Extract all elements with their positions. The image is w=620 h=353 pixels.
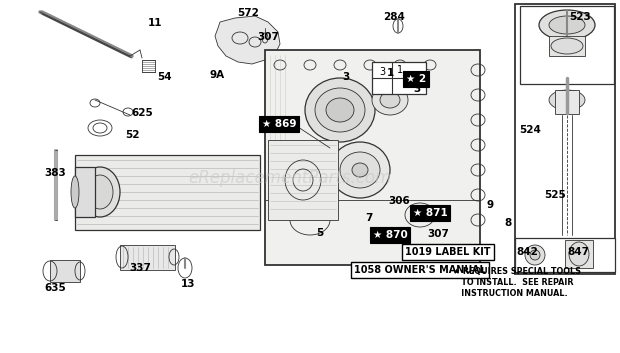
Text: 1: 1	[386, 68, 394, 78]
Bar	[265, 50, 480, 265]
Text: 525: 525	[544, 190, 566, 200]
Text: 1019 LABEL KIT: 1019 LABEL KIT	[405, 247, 491, 257]
Text: 524: 524	[519, 125, 541, 135]
Text: ★ 871: ★ 871	[413, 208, 448, 218]
Text: 307: 307	[257, 32, 279, 42]
Ellipse shape	[551, 38, 583, 54]
Bar	[515, 4, 615, 274]
Ellipse shape	[557, 94, 577, 106]
Text: 847: 847	[567, 247, 589, 257]
Ellipse shape	[539, 10, 595, 40]
Ellipse shape	[549, 16, 585, 34]
Text: 842: 842	[516, 247, 538, 257]
Bar	[515, 238, 615, 272]
Bar	[50, 260, 80, 282]
Text: 284: 284	[383, 12, 405, 22]
Ellipse shape	[372, 85, 408, 115]
Text: 3: 3	[414, 80, 420, 90]
Text: 11: 11	[148, 18, 162, 28]
Text: 3: 3	[414, 84, 420, 94]
Bar	[549, 36, 585, 56]
Text: 383: 383	[44, 168, 66, 178]
Ellipse shape	[87, 175, 113, 209]
Bar	[268, 140, 338, 220]
Ellipse shape	[340, 152, 380, 188]
Text: 625: 625	[131, 108, 153, 118]
Bar	[75, 167, 95, 217]
Text: 3: 3	[342, 72, 350, 82]
Text: 1: 1	[397, 65, 403, 75]
Text: 9A: 9A	[210, 70, 224, 80]
Text: 54: 54	[157, 72, 172, 82]
Text: ★ 869: ★ 869	[262, 119, 296, 129]
Text: 9: 9	[487, 200, 494, 210]
Ellipse shape	[549, 90, 585, 110]
Ellipse shape	[305, 78, 375, 142]
Text: eReplacementParts.com: eReplacementParts.com	[188, 169, 392, 187]
Text: 10: 10	[471, 244, 485, 254]
Ellipse shape	[71, 176, 79, 208]
Text: 13: 13	[181, 279, 195, 289]
Ellipse shape	[530, 250, 540, 260]
Text: ★ 2: ★ 2	[406, 74, 426, 84]
Ellipse shape	[326, 98, 354, 122]
Text: 337: 337	[129, 263, 151, 273]
Ellipse shape	[569, 242, 589, 266]
Text: INSTRUCTION MANUAL.: INSTRUCTION MANUAL.	[453, 289, 568, 298]
Bar	[565, 240, 593, 268]
Text: 635: 635	[44, 283, 66, 293]
Bar	[372, 62, 426, 94]
Text: 8: 8	[505, 218, 511, 228]
Bar	[555, 90, 579, 114]
Bar	[520, 6, 614, 84]
Ellipse shape	[330, 142, 390, 198]
Text: ★ 870: ★ 870	[373, 230, 407, 240]
Text: TO INSTALL.  SEE REPAIR: TO INSTALL. SEE REPAIR	[453, 278, 574, 287]
Bar	[75, 155, 260, 230]
Text: 52: 52	[125, 130, 140, 140]
Ellipse shape	[80, 167, 120, 217]
Ellipse shape	[380, 92, 400, 108]
Text: 572: 572	[237, 8, 259, 18]
Text: 307: 307	[427, 229, 449, 239]
Text: ★ REQUIRES SPECIAL TOOLS: ★ REQUIRES SPECIAL TOOLS	[453, 267, 581, 276]
Text: 306: 306	[388, 196, 410, 206]
Text: 7: 7	[365, 213, 373, 223]
Polygon shape	[215, 16, 280, 64]
Text: 523: 523	[569, 12, 591, 22]
Ellipse shape	[315, 88, 365, 132]
Text: 3: 3	[379, 67, 385, 77]
Text: 5: 5	[316, 228, 324, 238]
Text: 1058 OWNER'S MANUAL: 1058 OWNER'S MANUAL	[354, 265, 486, 275]
Ellipse shape	[352, 163, 368, 177]
Bar	[120, 245, 175, 270]
Ellipse shape	[525, 245, 545, 265]
